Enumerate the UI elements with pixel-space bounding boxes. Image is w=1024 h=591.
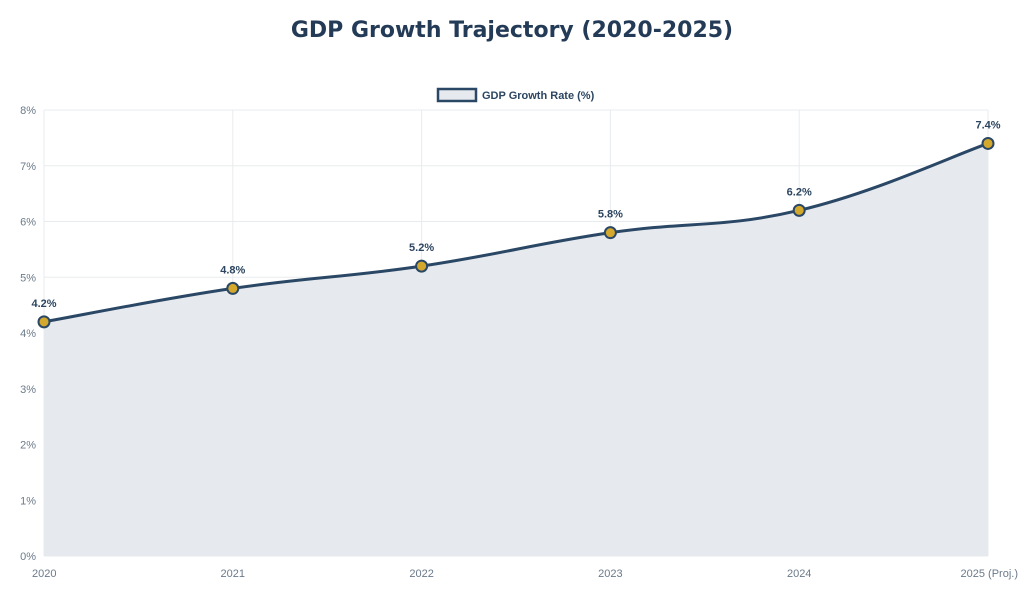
x-tick-label: 2024 <box>787 568 811 580</box>
y-tick-label: 8% <box>20 105 36 117</box>
x-tick-label: 2022 <box>409 568 433 580</box>
y-tick-label: 5% <box>20 272 36 284</box>
y-tick-label: 1% <box>20 495 36 507</box>
y-tick-label: 0% <box>20 551 36 563</box>
y-tick-label: 6% <box>20 217 36 229</box>
y-tick-label: 4% <box>20 328 36 340</box>
x-tick-label: 2021 <box>221 568 245 580</box>
series-line <box>43 142 989 324</box>
data-point <box>415 259 429 273</box>
x-tick-label: 2023 <box>598 568 622 580</box>
data-label: 5.8% <box>598 209 623 221</box>
y-tick-label: 3% <box>20 384 36 396</box>
data-label: 4.2% <box>31 298 56 310</box>
data-point <box>981 136 995 150</box>
legend-swatch <box>436 87 478 103</box>
data-label: 6.2% <box>787 186 812 198</box>
y-tick-label: 2% <box>20 440 36 452</box>
x-tick-label: 2020 <box>32 568 56 580</box>
data-label: 4.8% <box>220 264 245 276</box>
data-label: 7.4% <box>975 119 1000 131</box>
y-tick-label: 7% <box>20 161 36 173</box>
data-point <box>792 203 806 217</box>
data-point <box>603 226 617 240</box>
area-fill <box>44 143 988 556</box>
x-tick-label: 2025 (Proj.) <box>961 568 1018 580</box>
data-label: 5.2% <box>409 242 434 254</box>
chart-title: GDP Growth Trajectory (2020-2025) <box>290 18 734 43</box>
data-point <box>37 315 51 329</box>
legend-label: GDP Growth Rate (%) <box>482 90 595 102</box>
data-point <box>226 281 240 295</box>
